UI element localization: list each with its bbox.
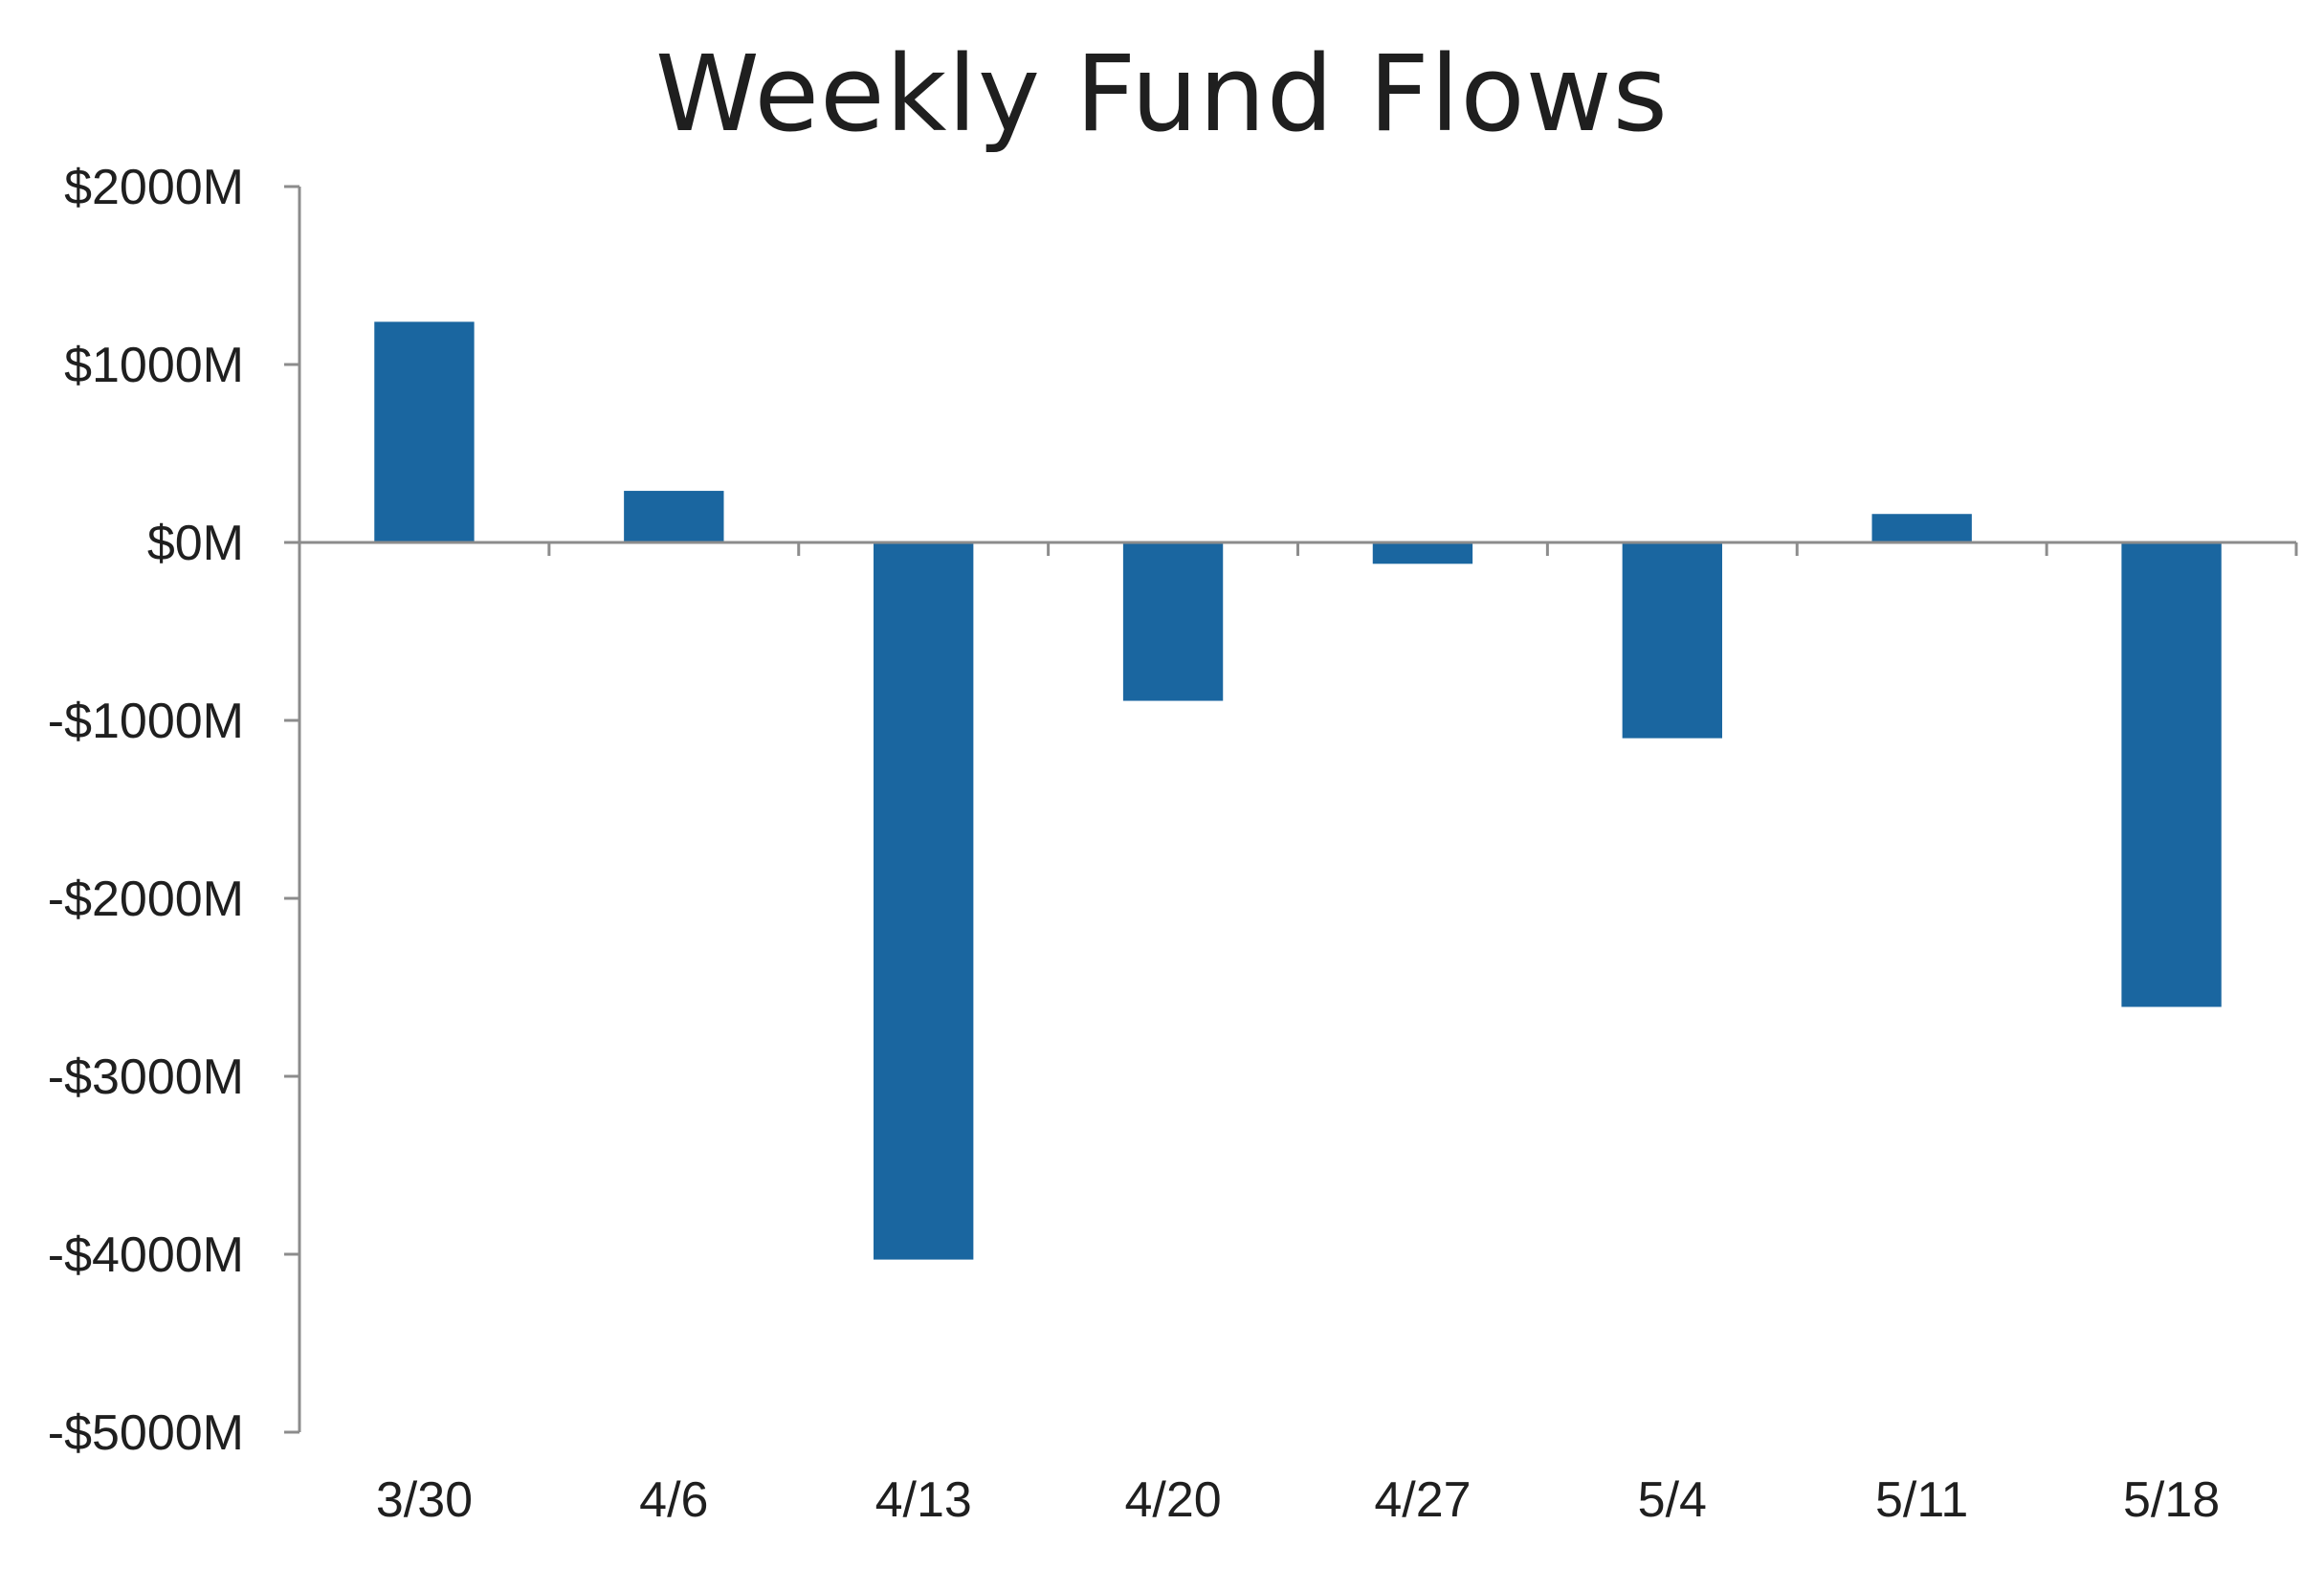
x-tick-label: 4/6 [639, 1472, 708, 1528]
bar-5-11 [1871, 514, 1972, 542]
y-tick-label: -$4000M [48, 1227, 244, 1283]
x-tick-label: 4/20 [1124, 1472, 1221, 1528]
x-tick-label: 4/27 [1374, 1472, 1471, 1528]
x-tick-label: 4/13 [875, 1472, 972, 1528]
bar-3-30 [374, 321, 475, 542]
bar-4-20 [1122, 542, 1224, 701]
y-tick-label: $1000M [64, 338, 244, 393]
y-tick-label: -$2000M [48, 872, 244, 927]
y-tick-label: $2000M [64, 160, 244, 215]
bar-5-4 [1622, 542, 1722, 739]
bar-5-18 [2121, 542, 2222, 1007]
y-tick-label: -$1000M [48, 694, 244, 749]
bar-4-13 [874, 542, 974, 1260]
y-tick-label: -$3000M [48, 1050, 244, 1105]
x-tick-label: 5/4 [1638, 1472, 1707, 1528]
bar-4-27 [1372, 542, 1473, 564]
bar-4-6 [624, 491, 724, 542]
x-tick-label: 5/11 [1875, 1472, 1968, 1528]
y-tick-label: -$5000M [48, 1405, 244, 1461]
y-axis: $2000M $1000M $0M -$1000M -$2000M -$3000M -$40… [48, 160, 301, 1461]
chart-title: Weekly Fund Flows [655, 33, 1669, 155]
bars [374, 321, 2222, 1260]
x-tick-label: 3/30 [376, 1472, 473, 1528]
x-tick-label: 5/18 [2123, 1472, 2220, 1528]
y-tick-label: $0M [147, 516, 244, 571]
x-axis: 3/30 4/6 4/13 4/20 4/27 5/4 5/11 5/18 [299, 541, 2298, 1528]
